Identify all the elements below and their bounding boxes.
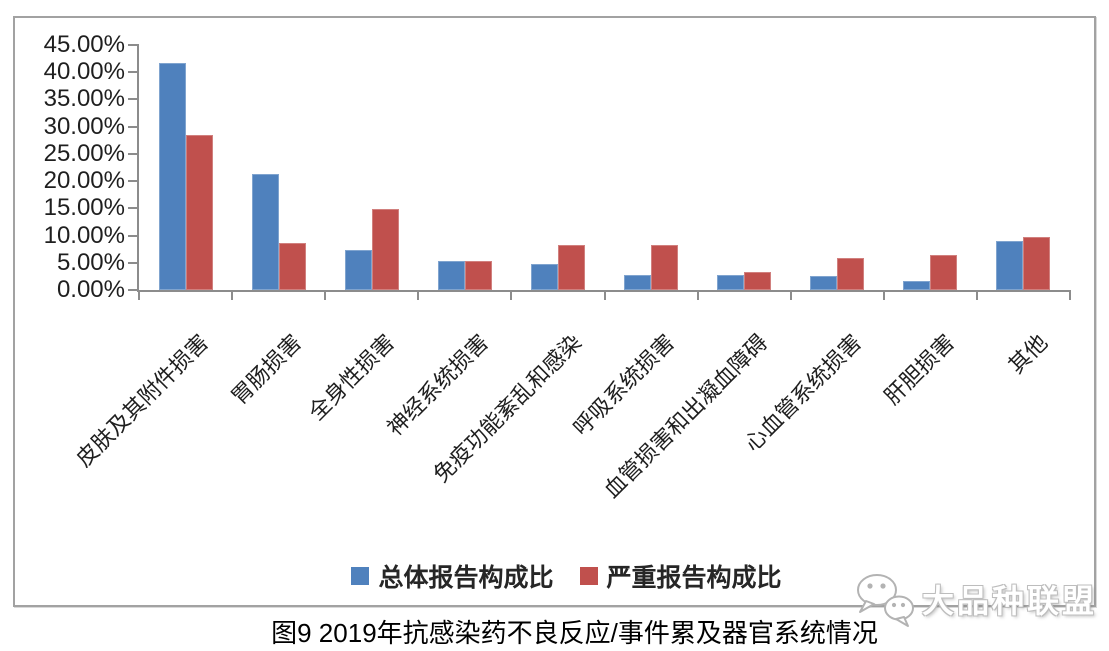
y-axis-tick-mark (128, 152, 139, 155)
bar-overall (344, 249, 372, 290)
y-axis-tick-label: 25.00% (43, 139, 125, 167)
legend-item: 总体报告构成比 (351, 558, 554, 594)
x-axis-tick-mark (1069, 290, 1071, 300)
bar-serious (371, 209, 399, 290)
legend-swatch (351, 567, 370, 585)
bar-serious (1023, 237, 1051, 290)
legend-label: 总体报告构成比 (378, 564, 554, 592)
x-axis-category-label: 血管损害和出凝血障碍 (599, 329, 773, 503)
x-axis-tick-mark (510, 290, 513, 300)
category-slot (232, 45, 325, 290)
x-axis-category-label: 皮肤及其附件损害 (70, 329, 213, 472)
category-slot (977, 45, 1070, 290)
x-axis-tick-mark (138, 290, 140, 300)
bar-overall (624, 274, 652, 290)
y-axis-tick-mark (128, 180, 139, 183)
legend: 总体报告构成比 严重报告构成比 (39, 559, 1094, 593)
x-axis-tick-mark (324, 290, 327, 300)
y-axis-tick-label: 45.00% (43, 31, 125, 58)
bar-serious (464, 261, 492, 290)
category-slot (791, 45, 884, 290)
bar-overall (996, 241, 1024, 290)
y-axis-tick-mark (128, 98, 139, 101)
y-axis-tick-mark (128, 289, 139, 291)
bar-overall (903, 281, 931, 290)
category-slot (511, 45, 604, 290)
bar-overall (158, 62, 186, 290)
figure-caption: 图9 2019年抗感染药不良反应/事件累及器官系统情况 (271, 618, 878, 648)
watermark-text: 大品种联盟 (921, 583, 1097, 619)
y-axis-tick-mark (128, 71, 139, 74)
x-axis-tick-mark (789, 290, 792, 300)
bar-overall (717, 274, 745, 290)
x-axis-category-label: 其他 (1003, 329, 1053, 379)
category-slot (604, 45, 697, 290)
x-axis-tick-mark (603, 290, 606, 300)
category-slot (139, 45, 232, 290)
y-axis-tick-label: 10.00% (43, 221, 125, 249)
y-axis-tick-mark (128, 44, 139, 46)
bar-serious (744, 272, 772, 290)
x-axis-tick-mark (882, 290, 885, 300)
y-axis-tick-mark (128, 234, 139, 237)
bar-serious (651, 244, 679, 290)
x-axis-tick-mark (975, 290, 978, 300)
y-axis-tick-mark (128, 125, 139, 128)
bar-serious (837, 258, 865, 290)
bar-overall (251, 174, 279, 290)
category-slot (418, 45, 511, 290)
y-axis-tick-label: 5.00% (56, 248, 125, 276)
y-axis-tick-label: 20.00% (43, 167, 125, 195)
legend-item: 严重报告构成比 (579, 558, 782, 594)
bar-serious (185, 134, 213, 290)
x-axis-tick-mark (417, 290, 420, 300)
y-axis-tick-label: 30.00% (43, 112, 125, 140)
y-axis-tick-label: 15.00% (43, 194, 125, 222)
x-axis-category-label: 胃肠损害 (226, 329, 307, 410)
y-axis-tick-mark (128, 207, 139, 210)
chart-frame: 45.00% 40.00% 35.00% 30.00% 25.00% 20.00% 15.0… (13, 16, 1096, 607)
y-axis-tick-label: 0.00% (56, 276, 125, 303)
x-axis-category-label: 肝胆损害 (879, 329, 960, 410)
y-axis-tick-mark (128, 261, 139, 264)
bar-overall (530, 263, 558, 290)
bar-overall (437, 260, 465, 290)
bar-groups (139, 45, 1070, 290)
watermark: 大品种联盟 (852, 570, 1097, 628)
x-axis-tick-mark (696, 290, 699, 300)
wechat-chat-bubbles-icon (856, 574, 914, 627)
plot-area: 45.00% 40.00% 35.00% 30.00% 25.00% 20.00% 15.0… (44, 31, 1071, 503)
bar-serious (278, 243, 306, 290)
category-slot (698, 45, 791, 290)
x-axis-tick-mark (231, 290, 234, 300)
category-slot (325, 45, 418, 290)
bar-serious (930, 254, 958, 290)
y-axis-tick-label: 35.00% (43, 85, 125, 113)
legend-label: 严重报告构成比 (606, 564, 782, 592)
category-slot (884, 45, 977, 290)
bar-overall (810, 276, 838, 290)
y-axis-tick-label: 40.00% (43, 58, 125, 86)
bar-serious (557, 245, 585, 290)
legend-swatch (579, 567, 598, 585)
